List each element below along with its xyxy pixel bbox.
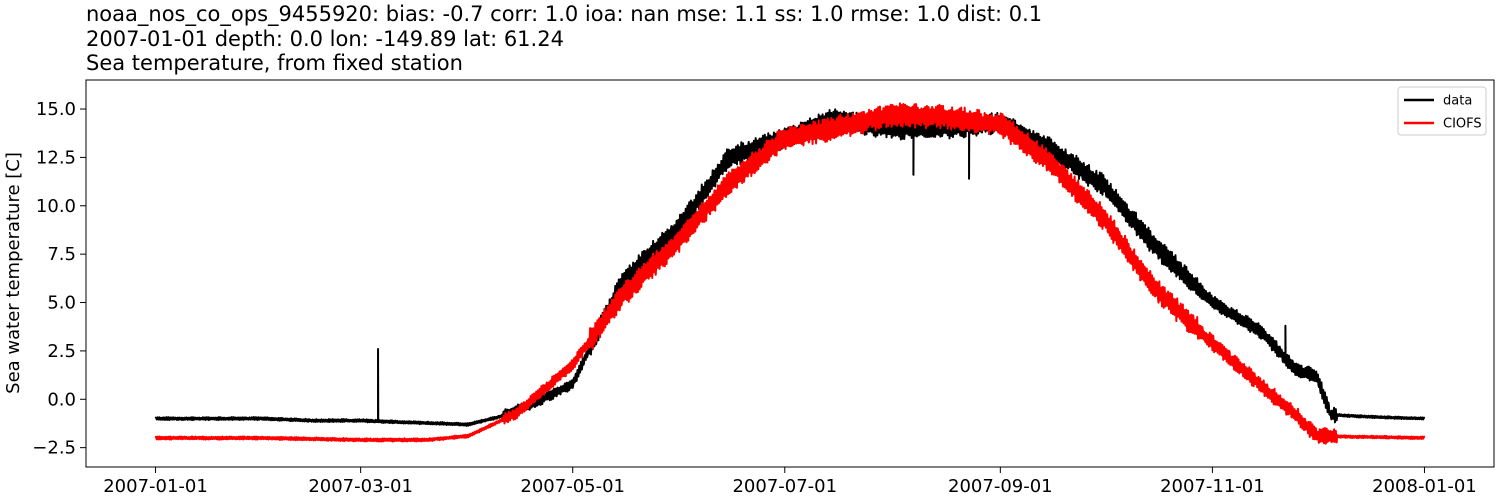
y-tick-label: 0.0 (47, 389, 76, 410)
y-tick-label: −2.5 (32, 438, 76, 459)
y-tick-label: 5.0 (47, 293, 76, 314)
series-line-ciofs (154, 102, 1426, 445)
legend: data CIOFS (1397, 86, 1487, 136)
x-tick-label: 2007-11-01 (1160, 476, 1265, 497)
x-tick-label: 2007-01-01 (103, 476, 208, 497)
x-tick-label: 2007-05-01 (520, 476, 625, 497)
y-axis-label: Sea water temperature [C] (3, 152, 24, 394)
y-tick-label: 10.0 (36, 196, 76, 217)
plot-frame (85, 79, 1495, 468)
x-tick-label: 2007-09-01 (948, 476, 1053, 497)
x-tick-label: 2008-01-01 (1372, 476, 1477, 497)
x-tick-label: 2007-07-01 (732, 476, 837, 497)
chart-title-location: 2007-01-01 depth: 0.0 lon: -149.89 lat: … (86, 26, 564, 51)
x-tick-label: 2007-03-01 (308, 476, 413, 497)
y-tick-label: 15.0 (36, 99, 76, 120)
y-axis: −2.5 0.0 2.5 5.0 7.5 10.0 12.5 15.0 (32, 99, 86, 459)
x-axis: 2007-01-01 2007-03-01 2007-05-01 2007-07-01… (103, 467, 1477, 497)
legend-label-data: data (1443, 94, 1472, 109)
chart-title-block: noaa_nos_co_ops_9455920: bias: -0.7 corr… (86, 2, 1042, 76)
y-tick-label: 2.5 (47, 341, 76, 362)
y-tick-label: 12.5 (36, 147, 76, 168)
series-layer (154, 102, 1426, 445)
legend-label-ciofs: CIOFS (1443, 117, 1482, 132)
y-tick-label: 7.5 (47, 244, 76, 265)
series-line-data (154, 108, 1426, 427)
chart-title-description: Sea temperature, from fixed station (86, 51, 463, 75)
chart-title-stats: noaa_nos_co_ops_9455920: bias: -0.7 corr… (86, 2, 1043, 26)
